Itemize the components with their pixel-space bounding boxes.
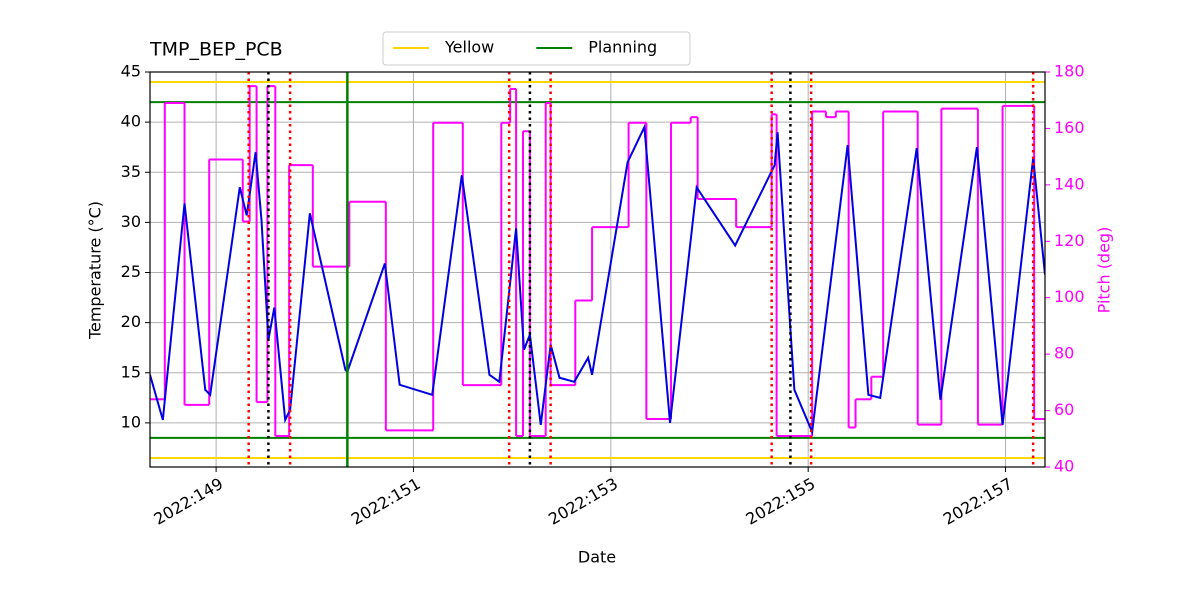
- x-tick-label: 2022:155: [743, 474, 819, 529]
- y-tick-label: 20: [121, 312, 141, 331]
- y2-tick-label: 120: [1054, 231, 1085, 250]
- x-tick-label: 2022:151: [348, 474, 424, 529]
- y-tick-label: 40: [121, 112, 141, 131]
- legend-label: Planning: [588, 38, 657, 57]
- x-tick-label: 2022:149: [150, 474, 226, 529]
- temperature-line: [150, 123, 1045, 436]
- y2-tick-label: 160: [1054, 118, 1085, 137]
- y-tick-label: 10: [121, 412, 141, 431]
- y-tick-label: 25: [121, 262, 141, 281]
- y2-tick-label: 40: [1054, 457, 1074, 476]
- y2-tick-label: 100: [1054, 287, 1085, 306]
- chart-title: TMP_BEP_PCB: [149, 39, 283, 61]
- y-tick-label: 45: [121, 62, 141, 81]
- legend: Yellow Planning: [382, 31, 691, 66]
- x-axis-label: Date: [578, 548, 616, 567]
- y2-axis-label: Pitch (deg): [1095, 227, 1114, 314]
- y-axis-label: Temperature (°C): [86, 201, 105, 340]
- y2-tick-label: 60: [1054, 400, 1074, 419]
- y-tick-label: 15: [121, 362, 141, 381]
- axes-frame: [149, 71, 1046, 468]
- x-tick-label: 2022:153: [545, 474, 621, 529]
- y2-tick-label: 140: [1054, 174, 1085, 193]
- x-tick-label: 2022:157: [940, 474, 1016, 529]
- y-tick-label: 30: [121, 212, 141, 231]
- plot-area: [150, 72, 1045, 467]
- y2-tick-label: 180: [1054, 62, 1085, 81]
- y-tick-label: 35: [121, 162, 141, 181]
- legend-label: Yellow: [444, 38, 494, 57]
- y2-tick-label: 80: [1054, 344, 1074, 363]
